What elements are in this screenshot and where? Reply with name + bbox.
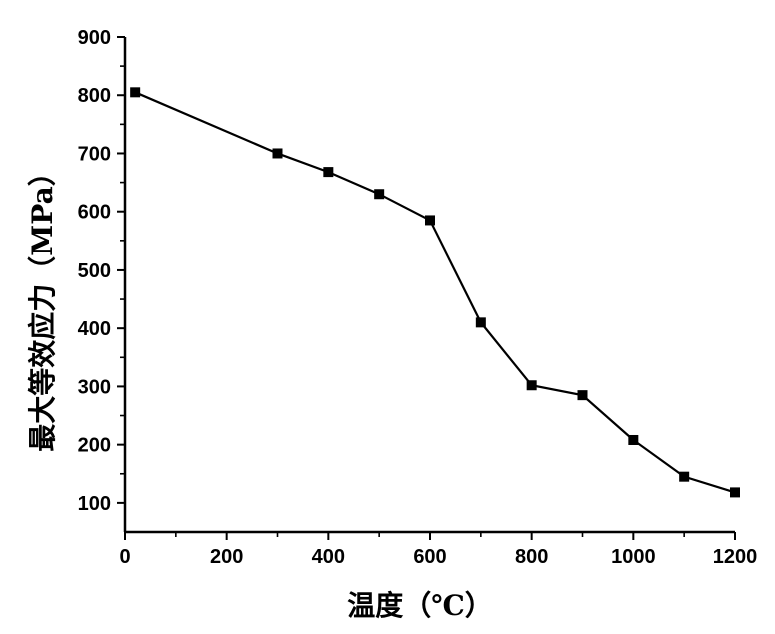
y-tick-label-600: 600: [78, 202, 111, 224]
y-tick-label-700: 700: [78, 143, 111, 165]
data-point-1-7: [526, 380, 537, 391]
x-tick-label-1200: 1200: [713, 546, 758, 568]
series-line-1: [134, 91, 736, 494]
data-point-1-2: [272, 148, 283, 159]
data-point-1-4: [374, 189, 385, 200]
x-tick-label-200: 200: [210, 546, 243, 568]
data-point-1-5: [425, 215, 435, 226]
data-point-1-9: [628, 434, 639, 445]
data-point-1-8: [577, 390, 588, 401]
series: [130, 87, 740, 498]
x-axis-title: 温度（℃）: [347, 589, 493, 622]
data-point-1-3: [323, 167, 334, 178]
y-tick-label-300: 300: [78, 376, 111, 398]
data-point-1-6: [475, 317, 486, 328]
y-tick-label-400: 400: [78, 318, 111, 340]
x-tick-label-800: 800: [515, 546, 548, 568]
x-tick-label-1000: 1000: [611, 546, 656, 568]
y-tick-label-200: 200: [78, 435, 111, 457]
ticks: 0 200 400 600 800 1000 1200 100 200 300 400 500 600 7…: [78, 27, 758, 568]
y-tick-label-800: 800: [78, 85, 111, 107]
x-tick-label-400: 400: [312, 546, 345, 568]
x-tick-label-0: 0: [119, 546, 130, 568]
y-tick-label-500: 500: [78, 260, 111, 282]
y-tick-label-900: 900: [78, 27, 111, 49]
axes: [123, 37, 735, 534]
y-axis-title: 最大等效应力（MPa）: [26, 158, 59, 451]
x-tick-label-600: 600: [413, 546, 446, 568]
y-tick-label-100: 100: [78, 493, 111, 515]
data-point-1-10: [679, 471, 690, 482]
data-point-1-11: [730, 487, 740, 498]
data-point-1-1: [130, 87, 141, 98]
